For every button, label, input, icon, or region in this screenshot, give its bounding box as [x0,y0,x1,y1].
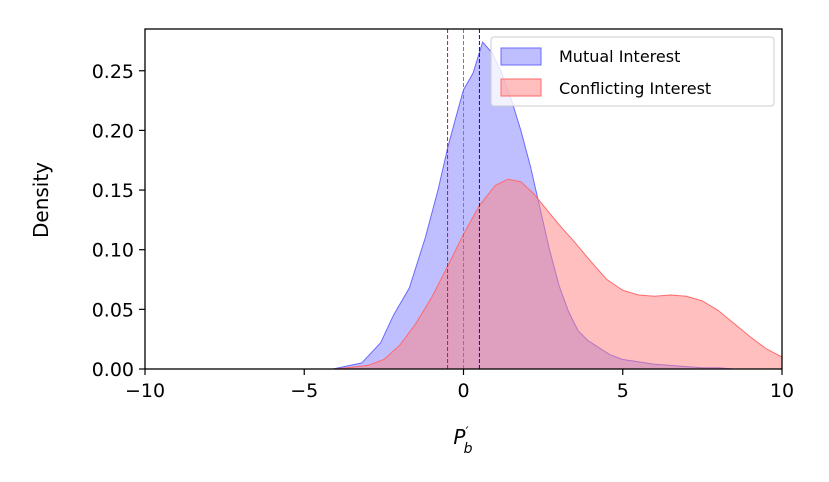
y-tick-label: 0.00 [92,359,134,381]
y-tick-label: 0.05 [92,299,134,321]
x-axis-label-subscript: b [464,441,473,457]
legend-swatch-mutual-interest [500,47,542,66]
y-tick-label: 0.20 [92,120,134,142]
reference-lines [447,29,480,369]
x-axis-label-base: P [453,425,466,449]
legend-label-mutual-interest: Mutual Interest [559,47,680,66]
x-tick-label: 10 [770,380,794,402]
x-tick-label: 5 [617,380,629,402]
legend: Mutual Interest Conflicting Interest [490,36,775,107]
legend-label-conflicting-interest: Conflicting Interest [559,79,711,98]
x-axis-label-prime: ′ [465,425,468,441]
y-axis: 0.00 0.05 0.10 0.15 0.20 0.25 [92,61,145,381]
x-tick-label: −10 [125,380,165,402]
legend-swatch-conflicting-interest [500,78,542,97]
legend-box [490,36,775,107]
y-tick-label: 0.25 [92,61,134,83]
x-axis: −10 −5 0 5 10 [125,369,794,402]
density-area-conflicting-interest [336,178,783,370]
x-tick-label: −5 [290,380,318,402]
x-tick-label: 0 [457,380,469,402]
density-areas [332,41,783,370]
x-axis-label: P′ b [453,425,472,457]
y-axis-label: Density [29,162,53,238]
y-tick-label: 0.10 [92,240,134,262]
y-tick-label: 0.15 [92,180,134,202]
